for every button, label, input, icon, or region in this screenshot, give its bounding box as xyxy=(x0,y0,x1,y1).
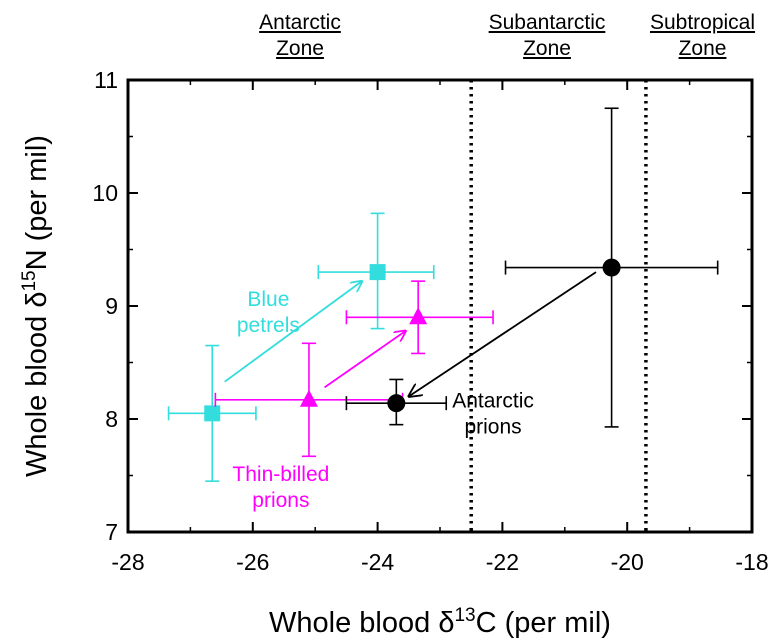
y-tick-label: 7 xyxy=(105,519,118,545)
x-tick-label: -28 xyxy=(111,549,144,575)
data-point-square xyxy=(204,405,221,422)
annotation-arrow xyxy=(324,331,406,389)
data-point-triangle xyxy=(299,389,318,407)
data-point-circle xyxy=(387,394,406,413)
zone-subantarctic-line2: Zone xyxy=(523,37,571,60)
y-axis-title: Whole blood δ15N (per mil) xyxy=(19,135,53,477)
annotation-arrow xyxy=(224,281,362,383)
x-tick-label: -20 xyxy=(611,549,644,575)
y-tick-label: 11 xyxy=(94,67,118,93)
data-point-circle xyxy=(602,258,621,277)
data-point-triangle xyxy=(409,307,428,325)
zone-antarctic-line2: Zone xyxy=(276,37,324,60)
zone-label-subantarctic: Subantarctic Zone xyxy=(467,10,627,62)
zone-antarctic-line1: Antarctic xyxy=(259,11,341,34)
annotation-arrow xyxy=(409,271,597,396)
zone-subtropical-line2: Zone xyxy=(678,37,727,60)
x-tick-label: -24 xyxy=(361,549,394,575)
annotation-label-0: Blue petrels xyxy=(237,288,300,337)
zone-label-antarctic: Antarctic Zone xyxy=(240,10,360,62)
x-tick-label: -22 xyxy=(486,549,519,575)
plot-frame xyxy=(126,78,754,534)
x-axis-title: Whole blood δ13C (per mil) xyxy=(269,605,611,639)
zone-subtropical-line1: Subtropical xyxy=(649,11,756,34)
y-tick-label: 8 xyxy=(105,406,118,432)
zone-subantarctic-line1: Subantarctic xyxy=(488,11,606,34)
x-tick-label: -18 xyxy=(735,549,768,575)
annotation-label-2: Antarctic prions xyxy=(452,390,534,439)
data-point-square xyxy=(369,264,386,281)
y-tick-label: 10 xyxy=(92,180,118,206)
x-tick-label: -26 xyxy=(236,549,269,575)
annotation-label-1: Thin-billed prions xyxy=(232,463,329,512)
y-tick-label: 9 xyxy=(105,293,118,319)
zone-label-subtropical: Subtropical Zone xyxy=(634,10,771,62)
